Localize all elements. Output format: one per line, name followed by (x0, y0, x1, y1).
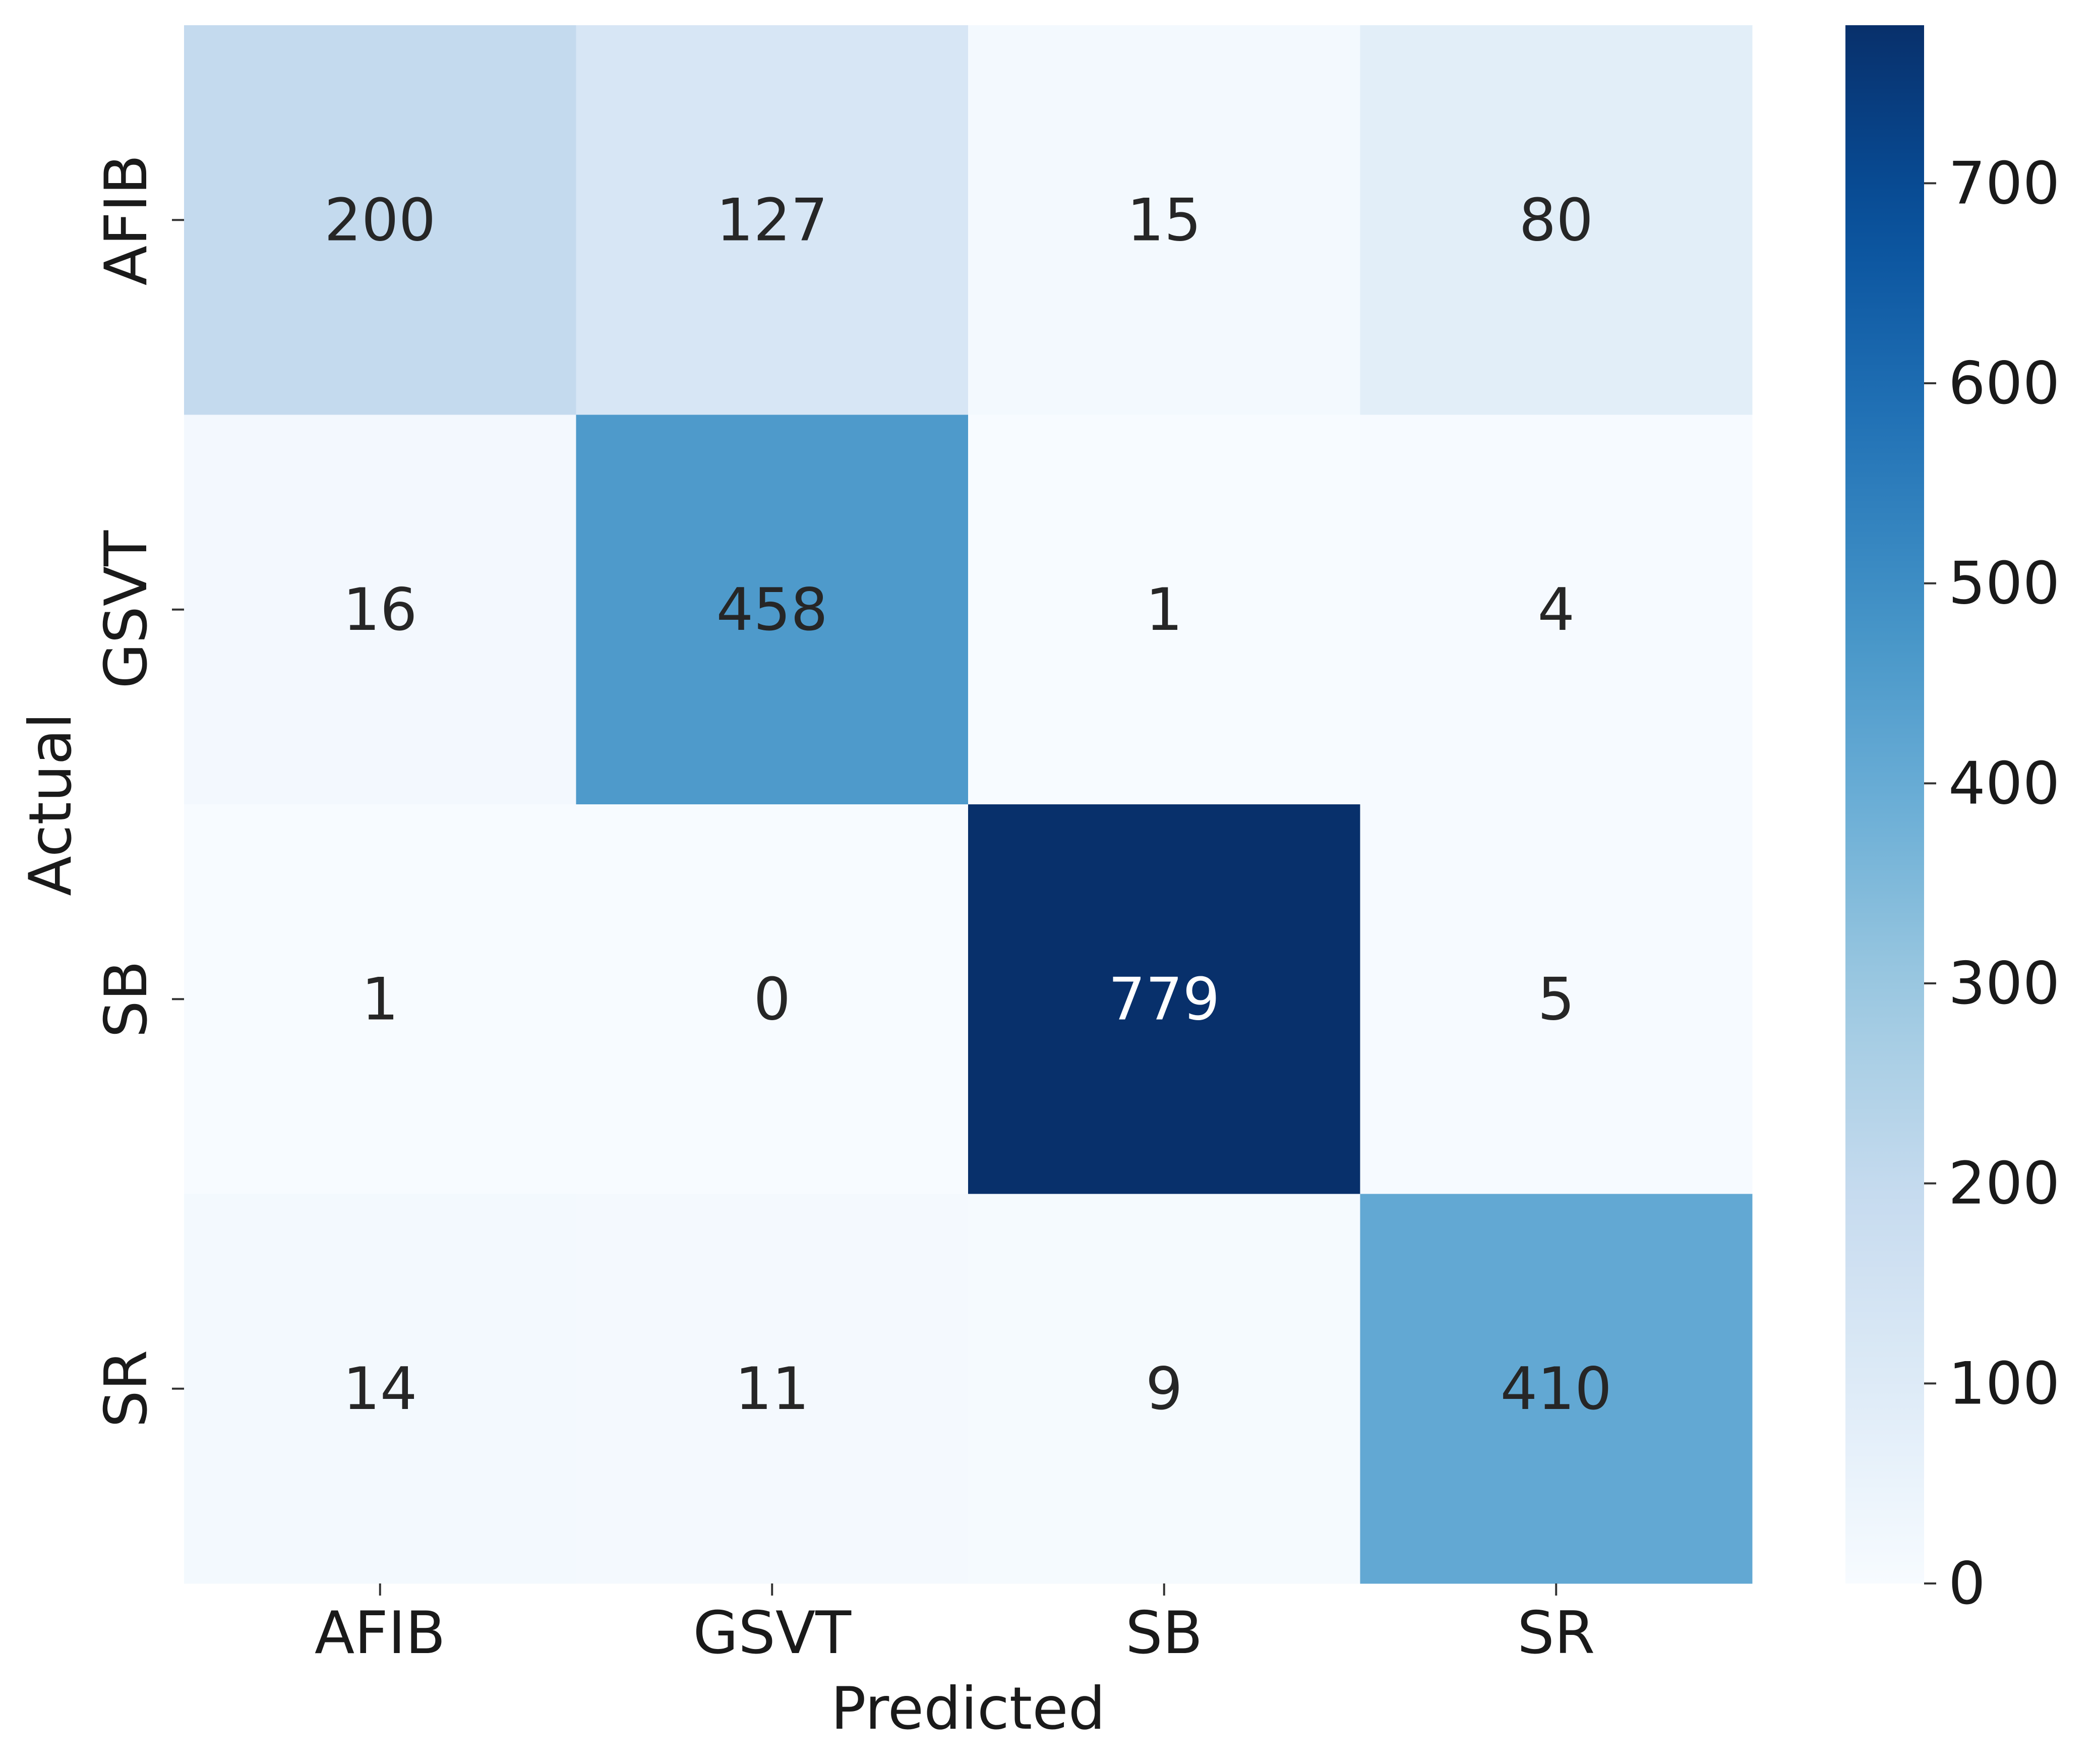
cell-value-label: 779 (1108, 965, 1220, 1033)
cell-value-label: 5 (1537, 965, 1575, 1033)
heatmap-cell (576, 1194, 969, 1584)
cell-value-label: 11 (735, 1355, 809, 1423)
cell-value-label: 16 (343, 576, 417, 644)
heatmap-cell (576, 804, 969, 1194)
heatmap-cell (1360, 415, 1753, 805)
heatmap-cell (968, 25, 1360, 415)
colorbar-tick-label: 700 (1948, 149, 2060, 217)
y-tick-label: SB (92, 961, 160, 1038)
x-axis-label: Predicted (831, 1675, 1106, 1743)
y-axis-ticks: AFIB GSVT SB SR (92, 154, 184, 1428)
x-tick-label: SB (1125, 1599, 1203, 1667)
colorbar-tick-label: 200 (1948, 1150, 2060, 1218)
y-tick-label: SR (92, 1350, 160, 1428)
cell-value-label: 80 (1519, 186, 1593, 254)
cell-value-label: 15 (1127, 186, 1202, 254)
heatmap-cell (968, 804, 1360, 1194)
heatmap-cell (1360, 25, 1753, 415)
heatmap-cell (968, 1194, 1360, 1584)
heatmap-cell (184, 804, 576, 1194)
cell-value-label: 0 (753, 965, 791, 1033)
x-axis-ticks: AFIB GSVT SB SR (315, 1583, 1595, 1667)
colorbar-tick-label: 600 (1948, 349, 2060, 418)
x-tick-label: AFIB (315, 1599, 446, 1667)
cell-value-label: 200 (324, 186, 436, 254)
heatmap-cell (576, 25, 969, 415)
cell-value-label: 9 (1146, 1355, 1183, 1423)
heatmap-cell (184, 415, 576, 805)
heatmap-cell (576, 415, 969, 805)
cell-value-label: 14 (343, 1355, 417, 1423)
heatmap-cell (184, 1194, 576, 1584)
cell-value-label: 4 (1537, 576, 1575, 644)
colorbar-tick-label: 500 (1948, 550, 2060, 618)
cell-value-label: 410 (1501, 1355, 1612, 1423)
heatmap-cells (184, 25, 1753, 1584)
colorbar (1845, 25, 1924, 1583)
colorbar-tick-label: 300 (1948, 950, 2060, 1018)
cell-value-label: 1 (362, 965, 399, 1033)
colorbar-tick-label: 100 (1948, 1349, 2060, 1418)
x-tick-label: GSVT (693, 1599, 852, 1667)
heatmap-cell (184, 25, 576, 415)
heatmap-cell (1360, 804, 1753, 1194)
colorbar-ticks: 0 100 200 300 400 500 600 700 (1924, 149, 2060, 1618)
heatmap-cell (1360, 1194, 1753, 1584)
cell-value-label: 127 (716, 186, 828, 254)
x-tick-label: SR (1517, 1599, 1595, 1667)
colorbar-tick-label: 400 (1948, 749, 2060, 817)
y-tick-label: GSVT (92, 530, 160, 689)
y-axis-label: Actual (17, 713, 85, 896)
cell-value-label: 1 (1146, 576, 1183, 644)
cell-value-label: 458 (716, 576, 828, 644)
heatmap-cell (968, 415, 1360, 805)
y-tick-label: AFIB (92, 154, 160, 285)
colorbar-tick-label: 0 (1948, 1550, 1986, 1618)
